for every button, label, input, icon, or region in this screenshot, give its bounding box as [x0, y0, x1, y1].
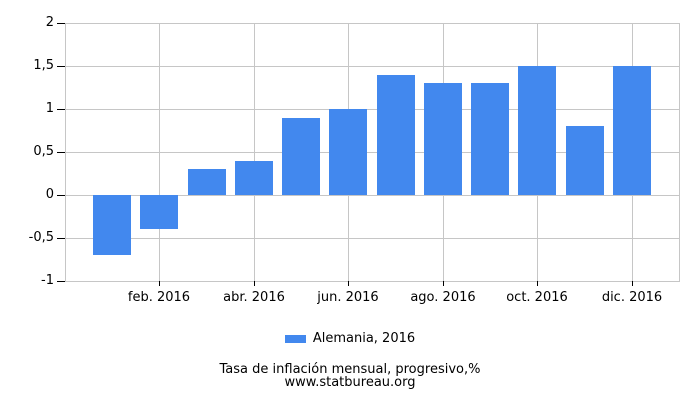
bar-month-5: [282, 118, 320, 195]
gridline-horizontal: [65, 66, 679, 67]
x-axis-tick: [632, 281, 633, 286]
y-axis-label: 0,5: [33, 144, 54, 159]
gridline-vertical: [159, 23, 160, 282]
bar-month-6: [329, 109, 367, 195]
y-axis-label: 1,5: [33, 58, 54, 73]
legend-swatch: [284, 335, 306, 343]
y-axis-tick: [57, 238, 65, 239]
gridline-horizontal: [65, 195, 679, 196]
y-axis-label: -1: [41, 273, 54, 288]
x-axis-tick: [254, 281, 255, 286]
x-axis-tick: [537, 281, 538, 286]
bar-month-3: [188, 169, 226, 195]
bar-month-9: [471, 83, 509, 195]
bar-month-1: [93, 195, 131, 255]
y-axis-label: -0,5: [28, 230, 54, 245]
bar-month-8: [424, 83, 462, 195]
gridline-vertical: [679, 23, 680, 282]
gridline-horizontal: [65, 23, 679, 24]
bar-month-12: [613, 66, 651, 195]
legend-label: Alemania, 2016: [312, 331, 416, 346]
chart-title: Tasa de inflación mensual, progresivo,%: [219, 362, 481, 377]
x-axis-label: jun. 2016: [317, 290, 379, 305]
x-axis-tick: [159, 281, 160, 286]
x-axis-label: feb. 2016: [127, 290, 191, 305]
chart-source-url: www.statbureau.org: [284, 375, 416, 390]
y-axis-tick: [57, 281, 65, 282]
x-axis-label: oct. 2016: [506, 290, 568, 305]
bar-month-11: [566, 126, 604, 195]
legend: Alemania, 2016: [0, 331, 700, 346]
y-axis-label: 2: [45, 15, 54, 30]
gridline-vertical: [254, 23, 255, 282]
gridline-horizontal: [65, 109, 679, 110]
y-axis-tick: [57, 195, 65, 196]
y-axis-label: 1: [45, 101, 54, 116]
bar-month-4: [235, 161, 273, 195]
plot-area: [65, 23, 680, 282]
bar-month-7: [377, 75, 415, 195]
y-axis-tick: [57, 23, 65, 24]
x-axis-tick: [443, 281, 444, 286]
x-axis-label: dic. 2016: [601, 290, 663, 305]
x-axis-tick: [348, 281, 349, 286]
gridline-horizontal: [65, 238, 679, 239]
x-axis-label: ago. 2016: [410, 290, 476, 305]
y-axis-tick: [57, 66, 65, 67]
y-axis-tick: [57, 152, 65, 153]
gridline-horizontal: [65, 281, 679, 282]
bar-month-2: [140, 195, 178, 229]
gridline-horizontal: [65, 152, 679, 153]
y-axis-tick: [57, 109, 65, 110]
x-axis-label: abr. 2016: [223, 290, 285, 305]
y-axis-label: 0: [45, 187, 54, 202]
gridline-vertical: [65, 23, 66, 282]
bar-month-10: [518, 66, 556, 195]
